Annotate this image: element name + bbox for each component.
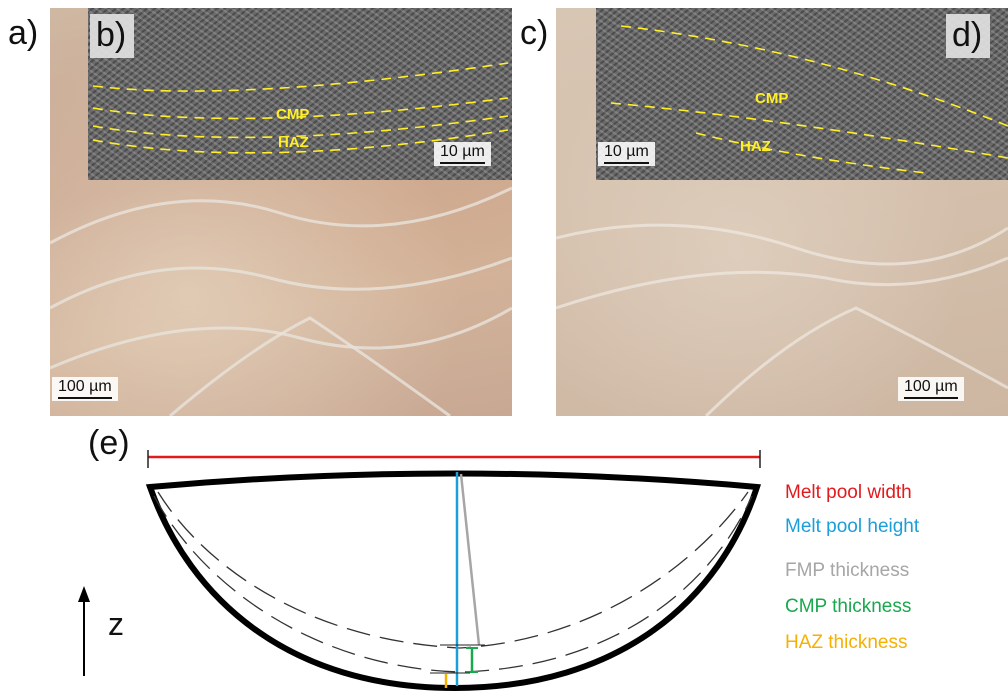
- cmp-label-b: CMP: [276, 106, 310, 123]
- panel-label-d: d): [946, 14, 991, 58]
- legend-cmp-thickness: CMP thickness: [785, 596, 912, 617]
- fmp-boundary: [157, 491, 749, 649]
- haz-label-b: HAZ: [278, 134, 309, 151]
- legend-melt-pool-height: Melt pool height: [785, 516, 920, 537]
- scale-bar-c-line: [904, 397, 958, 399]
- panel-label-a: a): [8, 14, 39, 52]
- melt-pool-boundaries-c: [556, 223, 1008, 416]
- sem-micrograph-d: [596, 8, 1008, 180]
- haz-label-d: HAZ: [740, 138, 771, 155]
- scale-bar-b-line: [440, 162, 485, 164]
- cmp-label-d: CMP: [755, 90, 789, 107]
- scale-bar-a: 100 µm: [52, 377, 118, 401]
- scale-bar-d: 10 µm: [598, 142, 655, 166]
- scale-bar-b-label: 10 µm: [440, 143, 485, 160]
- scale-bar-b: 10 µm: [434, 142, 491, 166]
- legend-melt-pool-width: Melt pool width: [785, 482, 912, 503]
- fmp-thickness-line: [459, 473, 481, 646]
- panel-label-e: (e): [88, 424, 130, 462]
- panel-label-b: b): [90, 14, 135, 58]
- scale-bar-d-line: [604, 162, 649, 164]
- zone-boundaries-b: [92, 62, 509, 154]
- scale-bar-a-label: 100 µm: [58, 378, 112, 395]
- cmp-boundary: [153, 495, 753, 673]
- z-arrow-head-icon: [78, 586, 90, 602]
- legend-fmp-thickness: FMP thickness: [785, 560, 910, 581]
- melt-pool-outline: [145, 470, 762, 692]
- scale-bar-c-label: 100 µm: [904, 378, 958, 395]
- z-axis-label: z: [108, 606, 124, 642]
- melt-pool-boundaries-a: [50, 186, 512, 416]
- scale-bar-c: 100 µm: [898, 377, 964, 401]
- scale-bar-a-line: [58, 397, 112, 399]
- scale-bar-d-label: 10 µm: [604, 143, 649, 160]
- panel-label-c: c): [520, 14, 549, 52]
- legend-haz-thickness: HAZ thickness: [785, 632, 908, 653]
- zone-boundaries-d: [610, 25, 1008, 174]
